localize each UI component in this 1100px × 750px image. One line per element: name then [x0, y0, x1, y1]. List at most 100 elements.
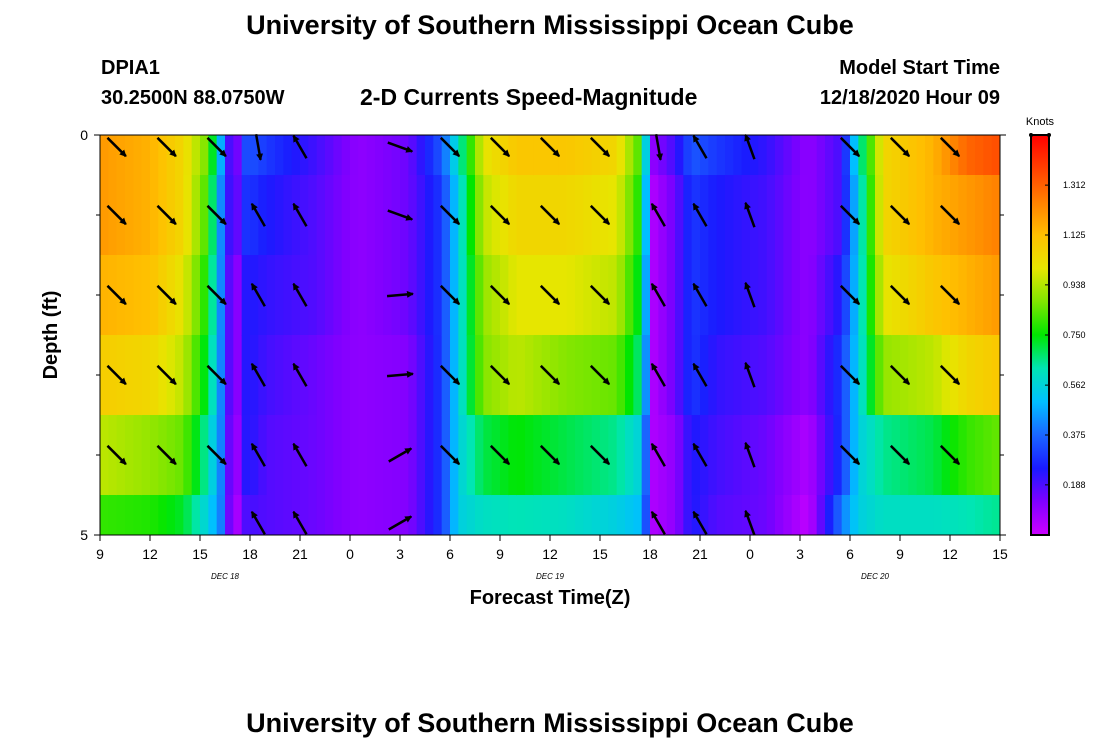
- heatmap-cell: [383, 495, 393, 535]
- heatmap-cell: [483, 255, 493, 336]
- current-vector-arrow: [439, 284, 461, 306]
- colorbar-units: Knots: [1026, 116, 1055, 128]
- heatmap-cell: [666, 175, 676, 256]
- heatmap-cell: [966, 255, 976, 336]
- heatmap-cell: [283, 495, 293, 535]
- heatmap-cell: [550, 415, 559, 496]
- station-id: DPIA1: [101, 57, 160, 79]
- heatmap-cell: [866, 175, 876, 256]
- heatmap-cell: [425, 335, 434, 416]
- current-vector-arrow: [489, 444, 511, 466]
- heatmap-cell: [366, 135, 376, 176]
- x-tick-label: 12: [942, 546, 958, 562]
- heatmap-cell: [808, 415, 818, 496]
- heatmap-cell: [441, 175, 451, 256]
- heatmap-cell: [925, 495, 934, 535]
- heatmap-cell: [166, 495, 176, 535]
- heatmap-cell: [408, 135, 418, 176]
- heatmap-cell: [300, 255, 309, 336]
- heatmap-cell: [508, 415, 518, 496]
- heatmap-cell: [908, 415, 918, 496]
- heatmap-cell: [225, 415, 234, 496]
- heatmap-cell: [858, 495, 868, 535]
- heatmap-cell: [258, 415, 268, 496]
- heatmap-cell: [125, 175, 134, 256]
- heatmap-cell: [625, 135, 634, 176]
- heatmap-cell: [808, 495, 818, 535]
- heatmap-cell: [825, 175, 834, 256]
- heatmap-cell: [358, 255, 368, 336]
- current-vector-arrow: [250, 362, 266, 387]
- speed-heatmap: [100, 135, 1000, 535]
- heatmap-cell: [375, 255, 384, 336]
- current-vector-arrow: [156, 444, 177, 466]
- heatmap-cell: [108, 415, 118, 496]
- heatmap-cell: [858, 415, 868, 496]
- heatmap-cell: [633, 135, 643, 176]
- heatmap-cell: [600, 495, 609, 535]
- heatmap-cell: [400, 415, 409, 496]
- heatmap-cell: [425, 175, 434, 256]
- heatmap-cell: [325, 175, 334, 256]
- heatmap-cell: [641, 175, 651, 256]
- heatmap-cell: [633, 335, 643, 416]
- heatmap-cell: [975, 175, 984, 256]
- x-tick-label: 9: [96, 546, 104, 562]
- heatmap-cell: [833, 175, 843, 256]
- heatmap-cell: [683, 415, 693, 496]
- heatmap-cell: [966, 135, 976, 176]
- heatmap-cell: [366, 495, 376, 535]
- heatmap-cell: [925, 415, 934, 496]
- heatmap-cell: [350, 415, 359, 496]
- heatmap-cell: [466, 135, 476, 176]
- heatmap-cell: [400, 135, 409, 176]
- heatmap-cell: [183, 135, 193, 176]
- heatmap-cell: [816, 335, 826, 416]
- current-vector-arrow: [106, 444, 127, 466]
- current-vector-arrow: [692, 442, 708, 467]
- heatmap-cell: [275, 255, 284, 336]
- heatmap-cell: [608, 175, 618, 256]
- current-vector-arrow: [539, 444, 561, 466]
- heatmap-cell: [791, 415, 801, 496]
- heatmap-cell: [516, 495, 526, 535]
- current-vector-arrow: [889, 444, 911, 466]
- heatmap-cell: [758, 135, 768, 176]
- heatmap-cell: [541, 335, 551, 416]
- heatmap-cell: [125, 255, 134, 336]
- current-vector-arrow: [589, 364, 611, 386]
- heatmap-cell: [125, 495, 134, 535]
- heatmap-cell: [600, 255, 609, 336]
- heatmap-cell: [933, 255, 943, 336]
- heatmap-cell: [958, 135, 968, 176]
- heatmap-cell: [700, 495, 709, 535]
- heatmap-cell: [641, 335, 651, 416]
- heatmap-cell: [141, 495, 151, 535]
- heatmap-cell: [733, 255, 743, 336]
- heatmap-cell: [475, 495, 484, 535]
- heatmap-cell: [866, 135, 876, 176]
- current-vector-arrow: [250, 282, 266, 307]
- heatmap-cell: [616, 415, 626, 496]
- heatmap-cell: [841, 135, 851, 176]
- heatmap-cell: [500, 415, 509, 496]
- heatmap-cell: [708, 135, 718, 176]
- heatmap-cell: [116, 495, 126, 535]
- heatmap-cell: [216, 415, 226, 496]
- heatmap-cell: [941, 415, 951, 496]
- heatmap-cell: [775, 175, 784, 256]
- heatmap-cell: [616, 335, 626, 416]
- heatmap-cell: [441, 135, 451, 176]
- current-vector-arrow: [692, 202, 708, 227]
- heatmap-cell: [433, 255, 443, 336]
- heatmap-cell: [791, 135, 801, 176]
- heatmap-cell: [775, 335, 784, 416]
- heatmap-cell: [725, 175, 734, 256]
- current-vector-arrow: [388, 447, 413, 463]
- current-vector-arrow: [744, 281, 756, 308]
- heatmap-cell: [650, 255, 659, 336]
- heatmap-cell: [158, 415, 168, 496]
- current-vector-arrow: [744, 441, 756, 468]
- heatmap-cell: [916, 415, 926, 496]
- heatmap-cell: [375, 135, 384, 176]
